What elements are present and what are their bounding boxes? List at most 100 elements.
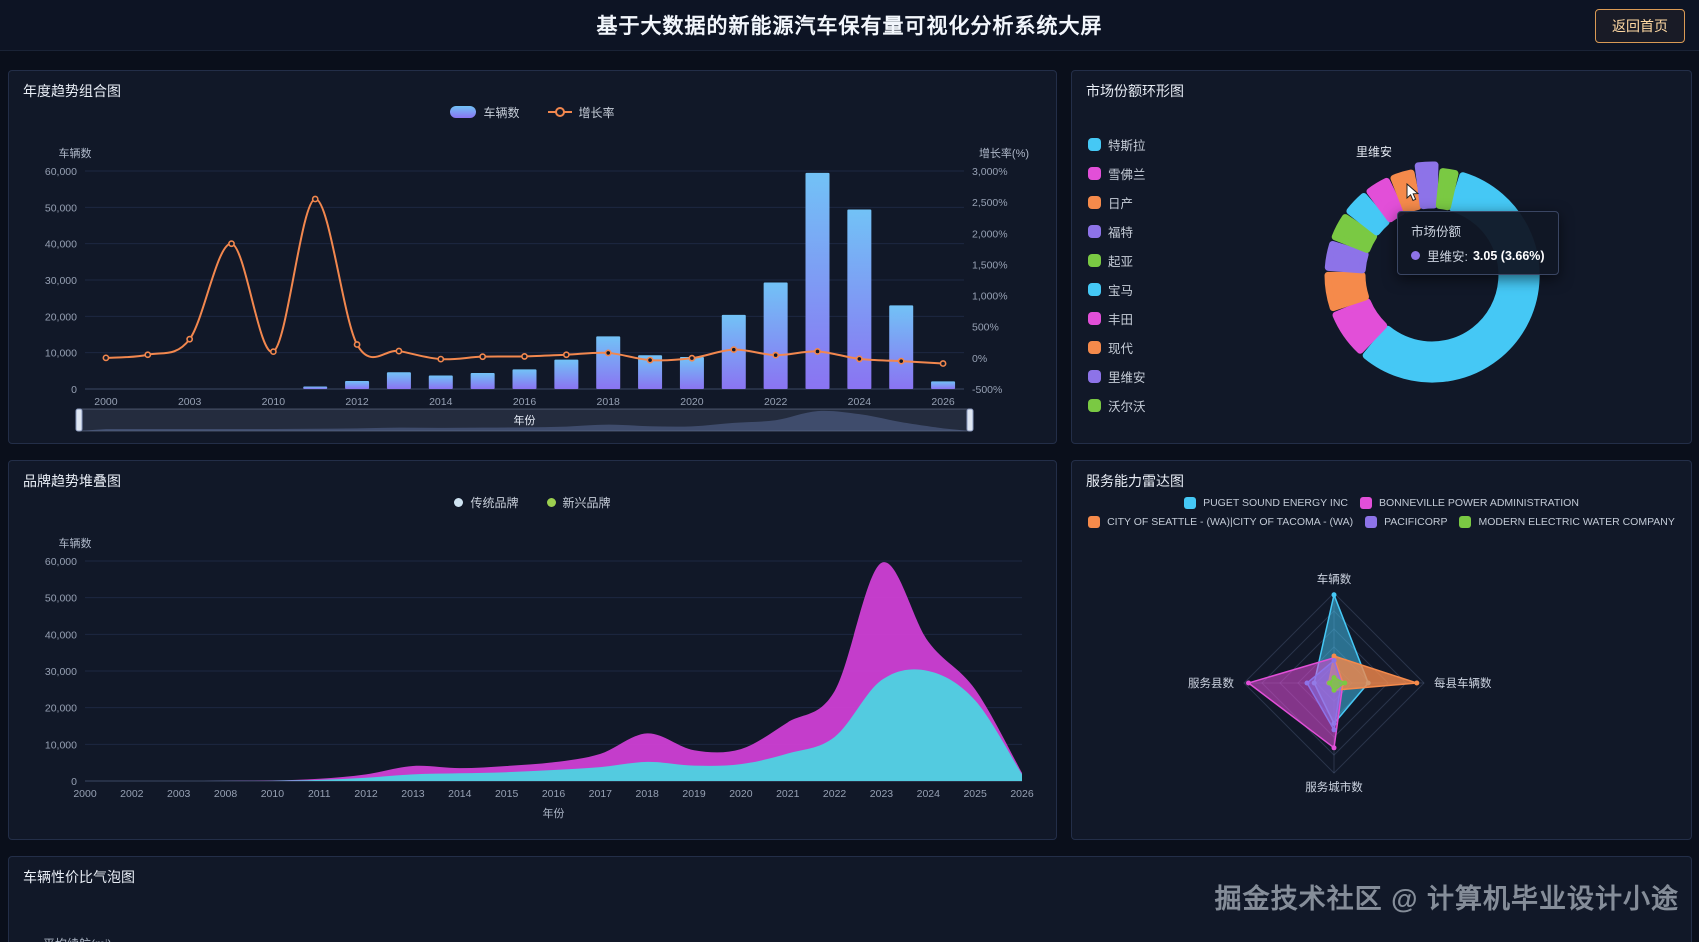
market-share-donut-chart[interactable] [1072, 71, 1691, 443]
svg-text:50,000: 50,000 [45, 202, 77, 214]
svg-text:2014: 2014 [429, 396, 453, 408]
radar-legend-row: CITY OF SEATTLE - (WA)|CITY OF TACOMA - … [1086, 516, 1677, 528]
svg-text:3,000%: 3,000% [972, 166, 1008, 178]
donut-legend-item[interactable]: 里维安 [1088, 367, 1146, 386]
bubble-y-axis-label: 平均续航(mi) [43, 935, 112, 942]
legend-label: 现代 [1108, 342, 1134, 356]
svg-text:30,000: 30,000 [45, 275, 77, 287]
donut-legend-item[interactable]: 起亚 [1088, 251, 1146, 270]
back-home-button[interactable]: 返回首页 [1595, 9, 1685, 43]
svg-text:2026: 2026 [931, 396, 955, 408]
donut-legend-item[interactable]: 宝马 [1088, 280, 1146, 299]
stacked-legend-item[interactable]: 新兴品牌 [546, 494, 611, 511]
donut-legend-swatch [1088, 399, 1101, 412]
stacked-legend-item[interactable]: 传统品牌 [454, 494, 519, 511]
panel-brand-trend-stacked: 品牌趋势堆叠图 传统品牌 新兴品牌 0 10,000 20,000 30,000 40,0… [8, 460, 1057, 840]
svg-text:2013: 2013 [401, 788, 425, 800]
legend-label: PUGET SOUND ENERGY INC [1203, 497, 1348, 509]
line-series-icon [547, 107, 572, 117]
svg-text:2020: 2020 [729, 788, 753, 800]
legend-label: CITY OF SEATTLE - (WA)|CITY OF TACOMA - … [1107, 516, 1354, 528]
svg-text:0%: 0% [972, 353, 987, 365]
donut-legend-item[interactable]: 现代 [1088, 338, 1146, 357]
stacked-legend-dot [546, 497, 556, 507]
bar-series-icon [450, 106, 477, 118]
legend-label: 传统品牌 [470, 495, 519, 510]
svg-text:2025: 2025 [963, 788, 987, 800]
svg-text:10,000: 10,000 [45, 739, 77, 751]
svg-text:2015: 2015 [495, 788, 519, 800]
panel-service-radar: 服务能力雷达图 PUGET SOUND ENERGY INC BONNEVILLE… [1071, 460, 1692, 840]
svg-text:车辆数: 车辆数 [1317, 572, 1352, 586]
donut-hover-label: 里维安 [1356, 145, 1393, 159]
donut-legend-swatch [1088, 283, 1101, 296]
svg-text:2010: 2010 [261, 788, 285, 800]
panel-market-share-donut: 市场份额环形图 特斯拉 雪佛兰 日产 福特 起亚 宝马 丰田 现代 里维安 沃尔沃 里维安 市场份… [1071, 70, 1692, 444]
svg-text:2000: 2000 [94, 396, 118, 408]
svg-text:2012: 2012 [354, 788, 378, 800]
legend-label: 增长率 [578, 105, 615, 120]
svg-text:1,500%: 1,500% [972, 259, 1008, 271]
radar-legend-item[interactable]: PUGET SOUND ENERGY INC [1184, 497, 1348, 509]
donut-legend-item[interactable]: 特斯拉 [1088, 135, 1146, 154]
radar-legend-item[interactable]: BONNEVILLE POWER ADMINISTRATION [1359, 497, 1579, 509]
brand-trend-stacked-chart[interactable]: 0 10,000 20,000 30,000 40,000 50,000 60,000 车辆数… [23, 513, 1042, 825]
svg-text:2021: 2021 [776, 788, 800, 800]
legend-label: BONNEVILLE POWER ADMINISTRATION [1378, 497, 1579, 509]
legend-label: PACIFICORP [1384, 516, 1448, 528]
svg-text:2022: 2022 [823, 788, 847, 800]
svg-text:2016: 2016 [513, 396, 537, 408]
legend-item-vehicle-count[interactable]: 车辆数 [450, 104, 520, 121]
donut-legend-swatch [1088, 167, 1101, 180]
legend-label: MODERN ELECTRIC WATER COMPANY [1478, 516, 1675, 528]
svg-text:服务县数: 服务县数 [1188, 676, 1234, 690]
legend-item-growth-rate[interactable]: 增长率 [547, 104, 615, 121]
bubble-panel-title: 车辆性价比气泡图 [23, 869, 135, 885]
svg-text:车辆数: 车辆数 [59, 536, 92, 550]
radar-legend-item[interactable]: PACIFICORP [1365, 516, 1447, 528]
radar-panel-title: 服务能力雷达图 [1086, 473, 1184, 489]
svg-text:2,500%: 2,500% [972, 197, 1008, 209]
stacked-legend-dot [454, 497, 464, 507]
legend-label: 车辆数 [483, 105, 520, 120]
donut-legend-swatch [1088, 341, 1101, 354]
svg-text:2018: 2018 [597, 396, 621, 408]
svg-text:每县车辆数: 每县车辆数 [1434, 676, 1492, 690]
svg-text:年份: 年份 [514, 413, 536, 427]
svg-text:30,000: 30,000 [45, 666, 77, 678]
svg-text:2023: 2023 [870, 788, 894, 800]
donut-legend-swatch [1088, 312, 1101, 325]
svg-text:2019: 2019 [682, 788, 706, 800]
donut-legend-item[interactable]: 福特 [1088, 222, 1146, 241]
stacked-panel-title: 品牌趋势堆叠图 [23, 473, 121, 489]
svg-text:0: 0 [71, 384, 77, 396]
svg-text:2024: 2024 [917, 788, 941, 800]
radar-legend-item[interactable]: MODERN ELECTRIC WATER COMPANY [1459, 516, 1675, 528]
donut-legend-item[interactable]: 雪佛兰 [1088, 164, 1146, 183]
svg-text:20,000: 20,000 [45, 703, 77, 715]
svg-text:0: 0 [71, 776, 77, 788]
svg-text:2,000%: 2,000% [972, 228, 1008, 240]
combo-legend: 车辆数 增长率 [23, 101, 1042, 123]
svg-text:2018: 2018 [636, 788, 660, 800]
svg-text:60,000: 60,000 [45, 166, 77, 178]
donut-legend-item[interactable]: 沃尔沃 [1088, 396, 1146, 415]
panel-annual-trend-combo: 年度趋势组合图 车辆数 增长率 0 10,000 20,000 30,000 40,000… [8, 70, 1057, 444]
radar-legend-swatch [1088, 516, 1101, 528]
donut-legend-item[interactable]: 日产 [1088, 193, 1146, 212]
donut-legend-swatch [1088, 254, 1101, 267]
svg-text:2022: 2022 [764, 396, 788, 408]
header: 基于大数据的新能源汽车保有量可视化分析系统大屏 返回首页 [0, 0, 1699, 51]
watermark: 掘金技术社区 @ 计算机毕业设计小途 [1214, 884, 1679, 914]
radar-legend-swatch [1359, 497, 1372, 509]
donut-legend-item[interactable]: 丰田 [1088, 309, 1146, 328]
legend-label: 雪佛兰 [1108, 168, 1146, 182]
svg-text:2024: 2024 [848, 396, 872, 408]
svg-text:增长率(%): 增长率(%) [979, 146, 1029, 160]
svg-text:2002: 2002 [120, 788, 144, 800]
radar-legend-item[interactable]: CITY OF SEATTLE - (WA)|CITY OF TACOMA - … [1088, 516, 1353, 528]
annual-trend-combo-chart[interactable]: 0 10,000 20,000 30,000 40,000 50,000 60,000 -50… [23, 123, 1042, 433]
combo-panel-title: 年度趋势组合图 [23, 83, 121, 99]
